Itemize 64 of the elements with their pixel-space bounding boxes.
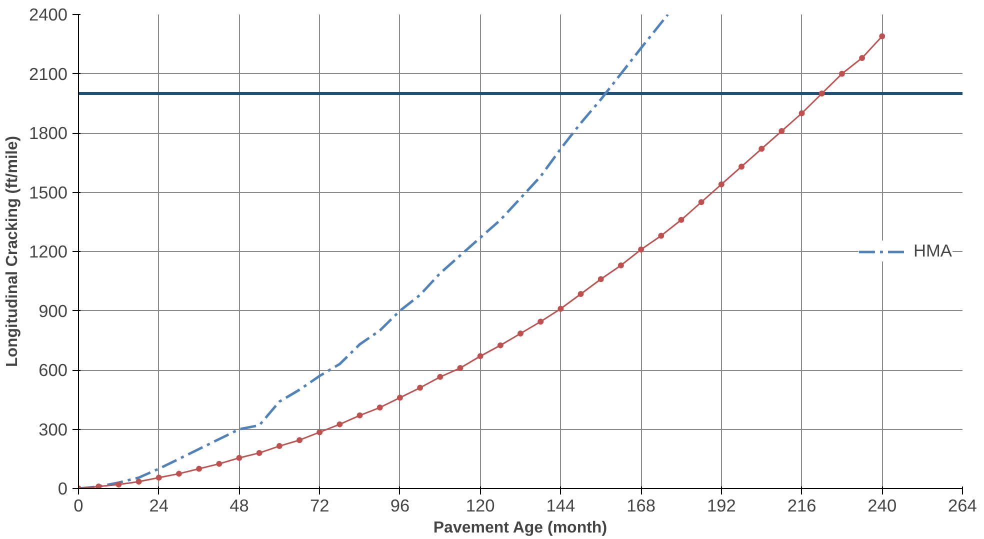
point (538, 318, 544, 325)
point (497, 342, 504, 348)
point (457, 365, 464, 372)
x-tick-label: 240 (868, 496, 897, 516)
point (658, 232, 664, 239)
point (417, 384, 424, 391)
y-tick-label: 900 (38, 300, 68, 321)
x-tick-label: 96 (390, 496, 410, 516)
y-tick-label: 0 (58, 478, 68, 498)
point (376, 404, 383, 411)
point (758, 146, 765, 152)
point (296, 437, 302, 444)
x-tick-label: 264 (948, 496, 978, 516)
x-tick-label: 120 (466, 496, 495, 516)
point (276, 443, 282, 450)
x-tick-label: 144 (546, 496, 576, 516)
point (798, 110, 805, 116)
point (356, 412, 363, 418)
x-axis-title: Pavement Age (month) (433, 520, 608, 536)
point (96, 484, 102, 488)
y-tick-label: 1500 (28, 182, 68, 202)
point (598, 276, 604, 282)
y-axis-title: Longitudinal Cracking (ft/mile) (4, 136, 21, 368)
point (316, 429, 323, 436)
point (176, 470, 182, 477)
point (116, 482, 122, 488)
point (396, 394, 403, 401)
x-tick-label: 72 (310, 496, 330, 516)
point (859, 54, 866, 61)
point (738, 164, 744, 170)
point (778, 128, 785, 134)
point (196, 466, 202, 472)
point (236, 454, 242, 461)
y-tick-label: 1200 (28, 242, 68, 262)
y-tick-label: 600 (38, 360, 68, 380)
point (879, 33, 886, 40)
y-tick-label: 300 (38, 419, 68, 440)
point (136, 478, 142, 485)
point (698, 199, 704, 206)
point (558, 306, 564, 312)
point (518, 330, 524, 336)
point (477, 353, 484, 360)
legend-label: HMA (913, 240, 952, 262)
point (578, 290, 584, 297)
point (718, 181, 724, 188)
x-tick-label: 48 (230, 496, 249, 516)
point (256, 450, 262, 456)
point (156, 474, 162, 481)
x-tick-label: 216 (787, 496, 816, 516)
point (336, 421, 343, 428)
x-tick-label: 168 (626, 496, 656, 516)
point (678, 216, 684, 223)
point (818, 90, 825, 96)
point (216, 460, 222, 467)
point (638, 246, 644, 253)
x-tick-label: 192 (706, 496, 736, 516)
x-tick-label: 0 (74, 496, 84, 516)
point (838, 70, 845, 77)
point (437, 374, 444, 380)
point (618, 262, 624, 268)
x-tick-label: 24 (149, 496, 169, 516)
y-tick-label: 1800 (28, 123, 68, 143)
y-tick-label: 2400 (28, 4, 68, 24)
y-tick-label: 2100 (28, 64, 68, 84)
